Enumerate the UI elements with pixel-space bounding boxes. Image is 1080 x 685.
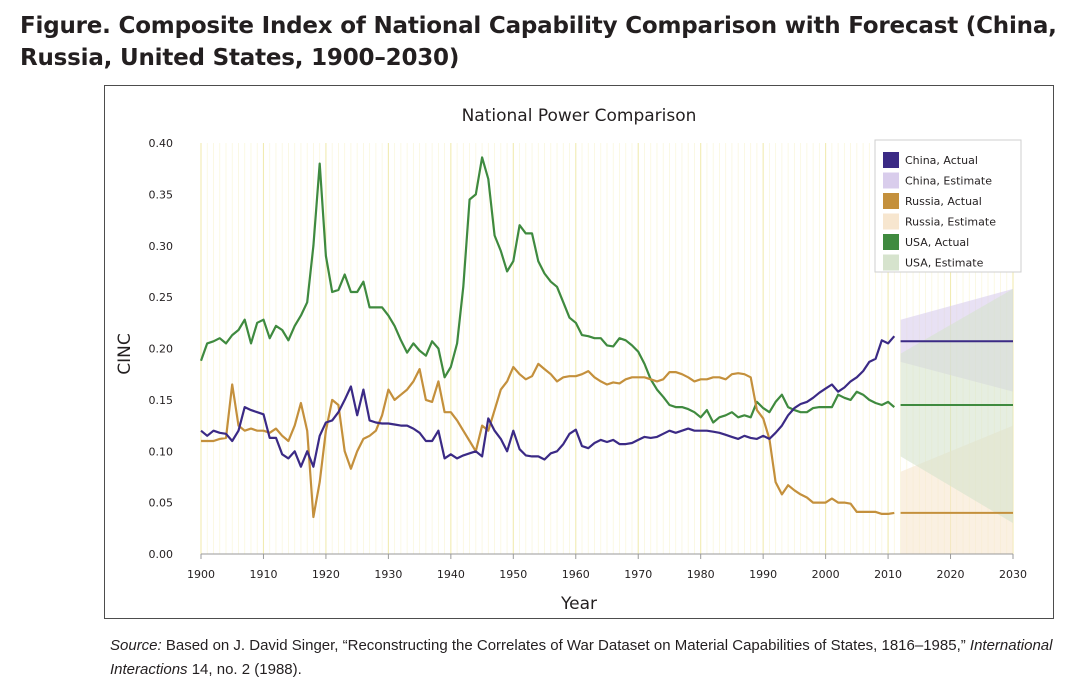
x-tick-label: 2020 xyxy=(937,568,965,581)
figure-title: Figure. Composite Index of National Capa… xyxy=(20,13,1057,71)
usa-actualline xyxy=(199,156,896,424)
x-axis-label: Year xyxy=(560,594,597,614)
y-tick-label: 0.30 xyxy=(149,240,174,253)
y-axis-label: CINC xyxy=(115,333,135,374)
x-tick-label: 2000 xyxy=(812,568,840,581)
legend-label: USA, Actual xyxy=(905,236,969,249)
x-tick-label: 1960 xyxy=(562,568,590,581)
x-tick-label: 1970 xyxy=(624,568,652,581)
y-tick-label: 0.25 xyxy=(149,291,174,304)
legend: China, Actual China, Estimate Russia, Actu… xyxy=(874,139,1022,273)
x-tick-label: 1930 xyxy=(374,568,402,581)
legend-label: Russia, Estimate xyxy=(905,216,996,229)
y-tick-label: 0.00 xyxy=(149,548,174,561)
source-text-2: 14, no. 2 (1988). xyxy=(187,661,302,678)
legend-swatch xyxy=(883,254,899,271)
source-label: Source: xyxy=(110,637,162,654)
legend-swatch xyxy=(883,152,899,168)
legend-box xyxy=(874,139,1022,273)
source-journal: International Interactions xyxy=(110,637,1053,678)
y-tick-label: 0.20 xyxy=(149,343,174,356)
chart-title: National Power Comparison xyxy=(462,106,697,126)
chart-frame: 1900 1910 1920 1930 1940 1950 1960 1970 1980 1990… xyxy=(104,85,1054,619)
x-tick-label: 2030 xyxy=(999,568,1027,581)
y-tick-label: 0.10 xyxy=(149,445,174,458)
x-tick-label: 1920 xyxy=(312,568,340,581)
china-actualline xyxy=(200,335,896,468)
legend-swatch xyxy=(883,234,899,250)
x-tick-label: 1910 xyxy=(249,568,277,581)
legend-swatch xyxy=(883,172,899,189)
x-tick-label: 1900 xyxy=(187,568,215,581)
axis-layer: 1900 1910 1920 1930 1940 1950 1960 1970 1980 1990… xyxy=(149,137,1028,581)
x-tick-label: 1990 xyxy=(749,568,777,581)
legend-label: USA, Estimate xyxy=(905,257,984,270)
x-tick-label: 2010 xyxy=(874,568,902,581)
estimate-bands xyxy=(900,288,1013,554)
y-tick-label: 0.15 xyxy=(149,394,174,407)
source-text-1: Based on J. David Singer, “Reconstructin… xyxy=(161,637,970,654)
legend-swatch xyxy=(883,213,899,230)
legend-label: Russia, Actual xyxy=(905,195,982,208)
legend-swatch xyxy=(883,193,899,209)
y-tick-label: 0.35 xyxy=(149,188,174,201)
russia-actualline xyxy=(201,362,895,519)
x-tick-label: 1980 xyxy=(687,568,715,581)
legend-label: China, Actual xyxy=(905,154,978,167)
legend-label: China, Estimate xyxy=(905,175,992,188)
y-tick-label: 0.40 xyxy=(149,137,174,150)
y-tick-label: 0.05 xyxy=(149,497,174,510)
series-lines xyxy=(199,156,1013,519)
x-tick-label: 1950 xyxy=(499,568,527,581)
usa-estimateband xyxy=(900,288,1013,524)
chart-svg: 1900 1910 1920 1930 1940 1950 1960 1970 1980 1990… xyxy=(115,106,1028,614)
x-tick-label: 1940 xyxy=(437,568,465,581)
source-note: Source: Based on J. David Singer, “Recon… xyxy=(110,634,1070,682)
